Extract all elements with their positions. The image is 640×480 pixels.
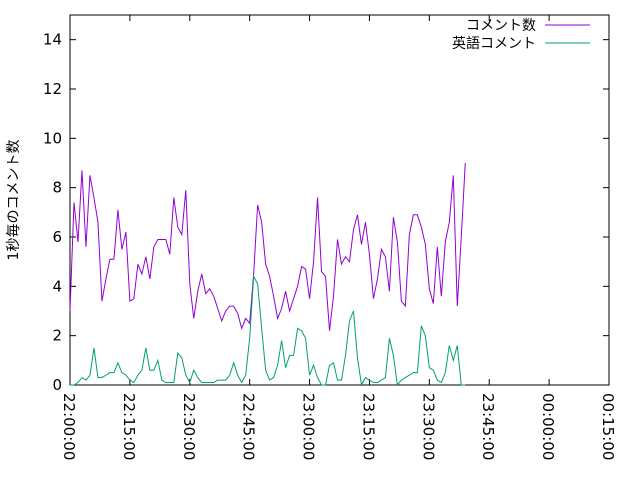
y-tick-label: 14 [43,31,62,49]
y-axis-label: 1秒毎のコメント数 [6,140,22,261]
x-tick-label: 22:00:00 [60,393,78,460]
series-line-2 [70,274,466,387]
x-tick-label: 23:15:00 [359,393,377,460]
y-tick-label: 2 [52,327,62,345]
plot-frame [69,14,610,386]
x-tick-label: 22:45:00 [240,393,258,460]
x-tick-label: 23:45:00 [479,393,497,460]
y-tick-label: 10 [43,129,62,147]
x-tick-label: 00:15:00 [599,393,617,460]
x-axis: 22:00:00 22:15:00 22:30:00 22:45:00 23:00:00… [60,15,617,460]
y-tick-label: 4 [52,277,62,295]
x-tick-label: 23:30:00 [419,393,437,460]
y-tick-label: 12 [43,80,62,98]
y-tick-label: 6 [52,228,62,246]
x-tick-label: 22:30:00 [180,393,198,460]
x-tick-label: 22:15:00 [120,393,138,460]
legend-label: コメント数 [466,18,536,34]
series-group [69,162,466,387]
y-tick-label: 8 [52,179,62,197]
series-line-1 [69,162,466,331]
y-axis: 0 2 4 6 8 10 12 14 [43,31,609,394]
x-tick-label: 00:00:00 [539,393,557,460]
y-tick-label: 0 [52,376,62,394]
x-tick-label: 23:00:00 [300,393,318,460]
legend-label: 英語コメント [452,35,536,52]
